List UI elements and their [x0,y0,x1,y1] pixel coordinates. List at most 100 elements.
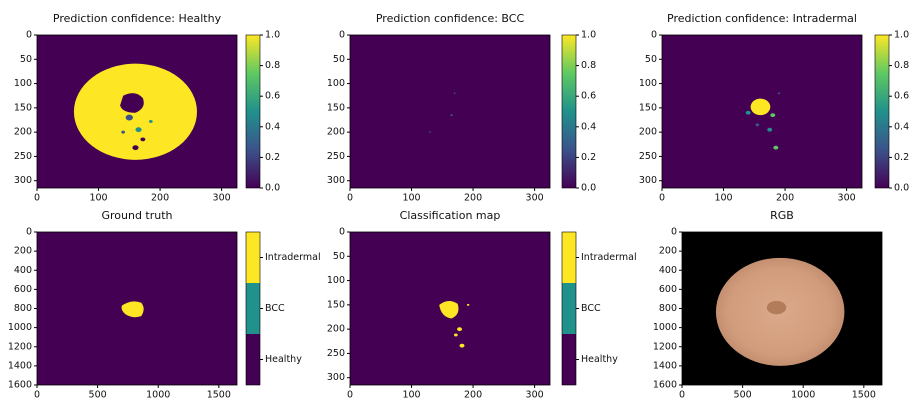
colorbar-segment [246,232,260,283]
colorbar-segment [562,283,576,334]
colorbar-segment [246,334,260,385]
x-tick-label: 200 [776,193,794,204]
y-tick-label: 150 [327,299,345,310]
y-tick-label: 100 [14,78,32,89]
panel-title: Ground truth [101,209,172,222]
x-tick-label: 300 [213,193,231,204]
x-tick-label: 200 [464,193,482,204]
y-tick-label: 100 [327,275,345,286]
x-tick-label: 200 [464,390,482,401]
y-tick-label: 100 [639,78,657,89]
colorbar-frame [561,231,577,386]
y-tick-label: 0 [339,30,345,41]
x-tick-label: 300 [526,390,544,401]
colorbar-tick-label: 0.2 [894,152,909,163]
y-tick-label: 300 [327,175,345,186]
colorbar-tick-label: 0.0 [265,183,280,194]
colorbar-label: BCC [265,303,285,314]
x-tick-label: 0 [347,193,353,204]
colorbar-label: Healthy [581,354,618,365]
y-tick-label: 800 [14,303,32,314]
y-tick-label: 400 [659,265,677,276]
axes-frame [349,231,551,386]
y-tick-label: 0 [651,30,657,41]
y-tick-label: 300 [327,372,345,383]
y-tick-label: 300 [14,175,32,186]
colorbar-tick-label: 0.6 [265,91,280,102]
labelmap-image [37,232,237,385]
colorbar-tick-label: 0.4 [894,121,909,132]
y-tick-label: 1200 [8,341,32,352]
colorbar-segment [246,283,260,334]
colorbar-tick-label: 0.2 [265,152,280,163]
x-tick-label: 0 [34,390,40,401]
y-tick-label: 0 [26,30,32,41]
heatmap-image [350,35,550,188]
y-tick-label: 200 [327,324,345,335]
colorbar-tick-label: 1.0 [894,30,909,41]
y-tick-label: 100 [327,78,345,89]
y-tick-label: 200 [327,127,345,138]
colorbar-tick-label: 0.8 [894,60,909,71]
x-tick-label: 0 [347,390,353,401]
colorbar [245,34,261,189]
panel-title: Prediction confidence: BCC [376,12,525,25]
y-tick-label: 50 [20,54,32,65]
y-tick-label: 150 [327,102,345,113]
x-tick-label: 1000 [791,390,815,401]
x-tick-label: 500 [734,390,752,401]
x-tick-label: 1500 [207,390,231,401]
colorbar-tick-label: 0.2 [581,152,596,163]
y-tick-label: 250 [327,151,345,162]
y-tick-label: 50 [645,54,657,65]
y-tick-label: 400 [14,265,32,276]
y-tick-label: 50 [333,251,345,262]
y-tick-label: 1400 [653,360,677,371]
colorbar-tick-label: 1.0 [265,30,280,41]
y-tick-label: 250 [639,151,657,162]
x-tick-label: 200 [151,193,169,204]
y-tick-label: 200 [14,246,32,257]
x-tick-label: 1500 [852,390,876,401]
y-tick-label: 150 [14,102,32,113]
colorbar-tick-label: 1.0 [581,30,596,41]
y-tick-label: 1000 [653,322,677,333]
colorbar-tick-label: 0.0 [894,183,909,194]
y-tick-label: 250 [327,348,345,359]
colorbar-label: BCC [581,303,601,314]
colorbar-tick-label: 0.8 [581,60,596,71]
y-tick-label: 0 [671,227,677,238]
axes-frame [661,34,863,189]
x-tick-label: 0 [679,390,685,401]
y-tick-label: 50 [333,54,345,65]
colorbar-label: Healthy [265,354,302,365]
y-tick-label: 0 [339,227,345,238]
colorbar-tick-label: 0.8 [265,60,280,71]
y-tick-label: 200 [639,127,657,138]
x-tick-label: 100 [714,193,732,204]
heatmap-image [37,35,237,188]
axes-frame [36,34,238,189]
y-tick-label: 250 [14,151,32,162]
y-tick-label: 0 [26,227,32,238]
y-tick-label: 150 [639,102,657,113]
y-tick-label: 200 [14,127,32,138]
y-tick-label: 1600 [653,380,677,391]
y-tick-label: 1200 [653,341,677,352]
panel-title: Classification map [400,209,501,222]
x-tick-label: 100 [89,193,107,204]
y-tick-label: 1400 [8,360,32,371]
y-tick-label: 800 [659,303,677,314]
x-tick-label: 300 [526,193,544,204]
x-tick-label: 100 [402,390,420,401]
x-tick-label: 0 [659,193,665,204]
colorbar [874,34,890,189]
panel-title: Prediction confidence: Intradermal [667,12,857,25]
panel-title: RGB [770,209,794,222]
colorbar-tick-label: 0.0 [581,183,596,194]
colorbar-segment [562,334,576,385]
colorbar-tick-label: 0.4 [265,121,280,132]
panel-title: Prediction confidence: Healthy [53,12,222,25]
heatmap-image [662,35,862,188]
